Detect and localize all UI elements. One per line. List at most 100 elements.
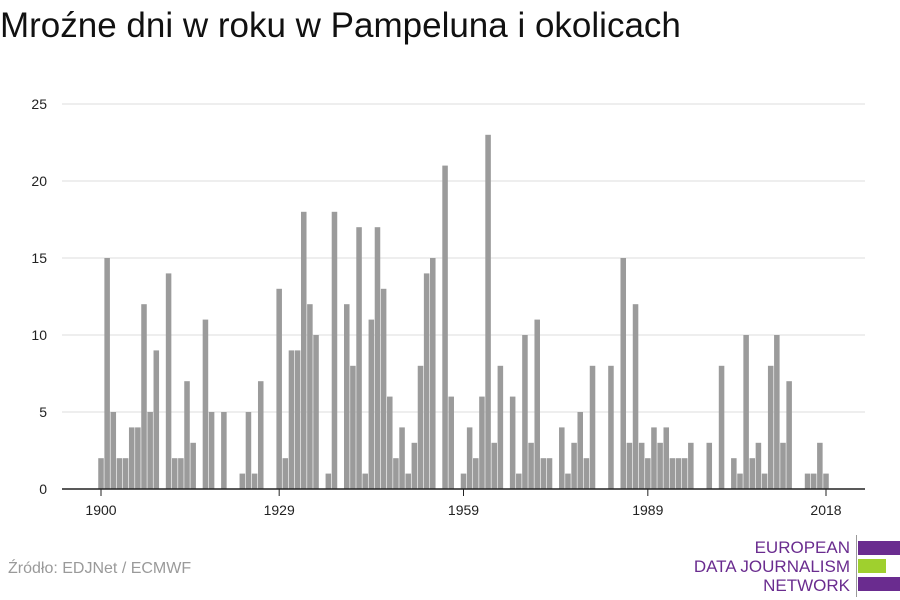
bar-1920: [221, 412, 227, 489]
bar-2004: [737, 473, 743, 489]
bar-1993: [669, 458, 676, 489]
x-tick-label-1989: 1989: [632, 502, 663, 518]
bar-1940: [344, 304, 350, 489]
bar-1947: [387, 396, 393, 489]
bar-2010: [774, 335, 780, 489]
bar-2003: [731, 458, 737, 489]
bar-1960: [466, 427, 473, 489]
bar-1934: [307, 304, 313, 489]
bar-2009: [767, 365, 774, 489]
bar-1976: [565, 473, 571, 489]
bar-1965: [497, 365, 504, 489]
bar-1926: [257, 381, 264, 489]
bar-1911: [165, 273, 172, 489]
bar-1912: [171, 458, 178, 489]
bar-2018: [823, 473, 829, 489]
bar-1985: [620, 258, 627, 489]
bar-1941: [350, 365, 356, 489]
bar-2006: [749, 458, 756, 489]
x-tick-labels: 1900 1929 1959 1989 2018: [85, 502, 841, 518]
bar-1969: [522, 335, 528, 489]
bar-1979: [583, 458, 590, 489]
bar-1986: [626, 442, 633, 489]
y-tick-label-0: 0: [39, 481, 47, 497]
bar-1995: [681, 458, 688, 489]
bar-1952: [417, 365, 424, 489]
edjnet-logo: EUROPEAN DATA JOURNALISM NETWORK: [694, 535, 900, 597]
bar-1949: [399, 427, 405, 489]
bar-1980: [589, 365, 596, 489]
bar-1953: [423, 273, 430, 489]
bar-1903: [116, 458, 123, 489]
bar-1972: [540, 458, 547, 489]
chart-title: Mroźne dni w roku w Pampeluna i okolicac…: [0, 6, 681, 45]
bar-1914: [184, 381, 190, 489]
bar-1988: [638, 442, 645, 489]
bar-1907: [141, 304, 147, 489]
x-tick-label-1959: 1959: [448, 502, 479, 518]
bar-1943: [362, 473, 368, 489]
bar-2012: [786, 381, 792, 489]
bars: [98, 134, 829, 490]
bar-1978: [577, 412, 583, 489]
bar-1991: [657, 442, 663, 489]
bar-1908: [147, 412, 153, 489]
logo-text-line-2: DATA JOURNALISM: [693, 557, 850, 576]
bar-1967: [509, 396, 516, 489]
bar-2015: [804, 473, 811, 489]
y-tick-label-20: 20: [31, 173, 47, 189]
bar-1946: [380, 288, 387, 489]
bar-1945: [374, 227, 381, 489]
y-tick-labels: 0 5 10 15 20 25: [31, 96, 47, 497]
bar-1931: [288, 350, 295, 489]
x-tick-label-1929: 1929: [264, 502, 295, 518]
bar-1917: [202, 319, 209, 489]
bar-2017: [817, 442, 823, 489]
bar-1959: [460, 473, 467, 489]
bar-2008: [761, 473, 768, 489]
bar-1964: [491, 442, 497, 489]
bar-1990: [651, 427, 657, 489]
bar-1987: [632, 304, 639, 489]
bar-1970: [528, 442, 534, 489]
bar-1933: [300, 211, 307, 490]
bar-1973: [546, 458, 553, 489]
bar-1902: [110, 412, 117, 489]
bar-1901: [104, 258, 110, 489]
bar-1962: [479, 396, 485, 489]
bar-1956: [442, 165, 448, 489]
bar-1971: [534, 319, 540, 489]
bar-1996: [688, 442, 694, 489]
y-tick-label-10: 10: [31, 327, 47, 343]
bar-2011: [780, 442, 786, 489]
bar-1935: [313, 335, 319, 489]
x-tick-label-1900: 1900: [85, 502, 116, 518]
logo-text-line-3: NETWORK: [763, 576, 850, 595]
bar-1975: [559, 427, 565, 489]
bar-1909: [153, 350, 160, 489]
bar-1992: [663, 427, 670, 489]
bar-1904: [122, 458, 129, 489]
bar-1942: [356, 227, 362, 489]
bar-1999: [706, 442, 713, 489]
bar-1968: [516, 473, 522, 489]
bar-1951: [411, 442, 418, 489]
logo-text-line-1: EUROPEAN: [754, 538, 850, 557]
bar-1915: [190, 442, 196, 489]
bar-1906: [135, 427, 141, 489]
bar-2001: [718, 365, 725, 489]
bar-1994: [675, 458, 682, 489]
x-tick-label-2018: 2018: [810, 502, 841, 518]
bar-1925: [251, 473, 258, 489]
bar-1989: [645, 458, 651, 489]
bar-1950: [405, 473, 411, 489]
bar-chart: 0 5 10 15 20 25 1900 1929 1959 1989 2018: [31, 96, 865, 518]
gridlines: [62, 103, 865, 413]
bar-2005: [743, 335, 749, 489]
bar-1924: [245, 412, 252, 489]
y-tick-label-25: 25: [31, 96, 47, 112]
bar-2007: [755, 442, 762, 489]
logo-bar-bottom: [858, 577, 900, 591]
bar-1961: [473, 458, 479, 489]
logo-divider: [856, 535, 857, 597]
